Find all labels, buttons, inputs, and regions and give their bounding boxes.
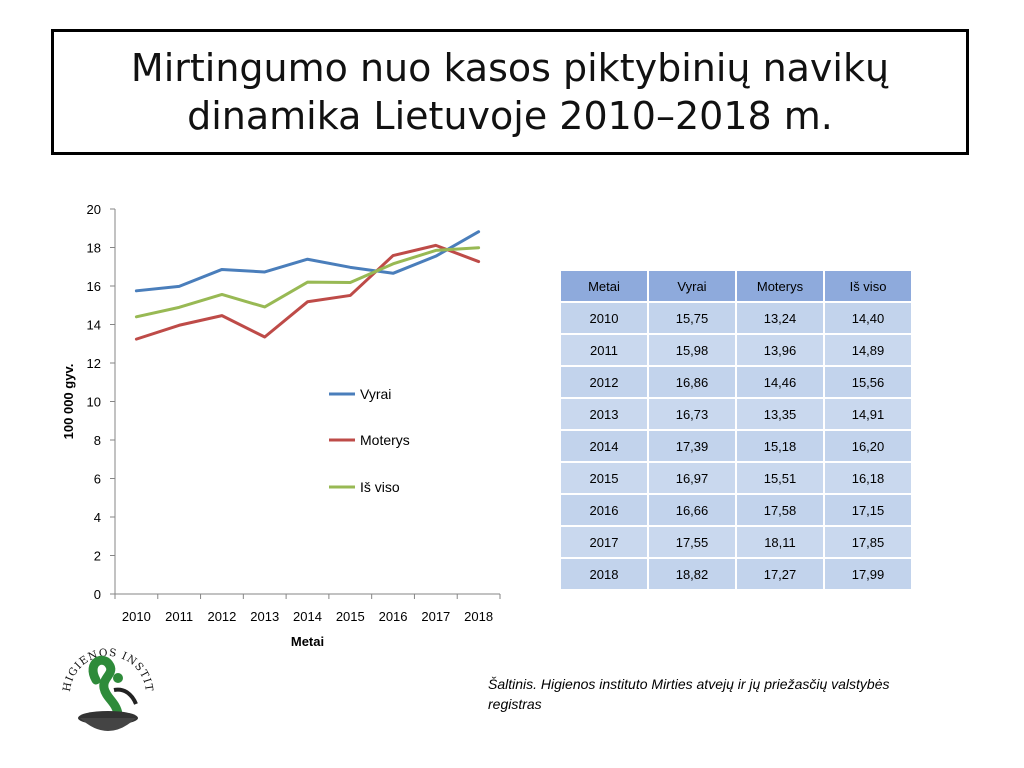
table-cell: 17,15 xyxy=(825,495,913,527)
table-row: 2010 15,75 13,24 14,40 xyxy=(561,303,913,335)
table-cell: 18,11 xyxy=(737,527,825,559)
table-cell: 17,39 xyxy=(649,431,737,463)
x-tick-label: 2016 xyxy=(379,609,408,624)
x-tick-label: 2014 xyxy=(293,609,322,624)
higienos-institutas-logo: HIGIENOS INSTITUTAS xyxy=(55,623,156,742)
table-cell: 15,56 xyxy=(825,367,913,399)
table-cell: 2011 xyxy=(561,335,649,367)
table-cell: 17,99 xyxy=(825,559,913,591)
table-header-men: Vyrai xyxy=(649,271,737,303)
table-cell: 2015 xyxy=(561,463,649,495)
title-box: Mirtingumo nuo kasos piktybinių navikų d… xyxy=(51,29,969,155)
line-chart: 0 2 4 6 8 10 12 14 16 18 20 2010 2011 2012 2013 2014 201… xyxy=(61,202,501,649)
table-cell: 16,97 xyxy=(649,463,737,495)
legend-label-3: Iš viso xyxy=(360,479,400,495)
table-header-year: Metai xyxy=(561,271,649,303)
source-note: Šaltinis. Higienos instituto Mirties atv… xyxy=(488,676,890,712)
table-cell: 13,24 xyxy=(737,303,825,335)
table-cell: 16,20 xyxy=(825,431,913,463)
table-header-total: Iš viso xyxy=(825,271,913,303)
series-line-1 xyxy=(134,230,481,293)
table-row: 2018 18,82 17,27 17,99 xyxy=(561,559,913,591)
table-cell: 2014 xyxy=(561,431,649,463)
y-tick-label: 10 xyxy=(87,395,101,410)
y-tick-label: 4 xyxy=(94,510,101,525)
y-tick-label: 2 xyxy=(94,549,101,564)
y-tick-label: 0 xyxy=(94,587,101,602)
table-cell: 2012 xyxy=(561,367,649,399)
table-cell: 18,82 xyxy=(649,559,737,591)
x-tick-label: 2011 xyxy=(165,609,193,624)
table-cell: 16,66 xyxy=(649,495,737,527)
y-tick-label: 8 xyxy=(94,433,101,448)
y-tick-label: 18 xyxy=(87,241,101,256)
y-tick-label: 20 xyxy=(87,202,101,217)
y-axis-title: 100 000 gyv. xyxy=(61,364,76,440)
legend-label-2: Moterys xyxy=(360,432,410,448)
page-title-line-1: Mirtingumo nuo kasos piktybinių navikų xyxy=(130,46,890,90)
table-cell: 17,55 xyxy=(649,527,737,559)
table-cell: 15,98 xyxy=(649,335,737,367)
table-cell: 15,18 xyxy=(737,431,825,463)
x-tick-label: 2012 xyxy=(207,609,236,624)
table-cell: 17,85 xyxy=(825,527,913,559)
table-cell: 14,89 xyxy=(825,335,913,367)
table-cell: 13,96 xyxy=(737,335,825,367)
table-cell: 14,40 xyxy=(825,303,913,335)
table-cell: 14,46 xyxy=(737,367,825,399)
table-cell: 15,75 xyxy=(649,303,737,335)
table-row: 2013 16,73 13,35 14,91 xyxy=(561,399,913,431)
x-tick-label: 2010 xyxy=(122,609,151,624)
x-tick-label: 2015 xyxy=(336,609,365,624)
x-tick-label: 2013 xyxy=(250,609,279,624)
table-row: 2011 15,98 13,96 14,89 xyxy=(561,335,913,367)
table-cell: 16,86 xyxy=(649,367,737,399)
x-axis-title: Metai xyxy=(291,634,324,649)
table-cell: 17,27 xyxy=(737,559,825,591)
series-line-3 xyxy=(134,246,481,319)
table-row: 2017 17,55 18,11 17,85 xyxy=(561,527,913,559)
table-header-row: Metai Vyrai Moterys Iš viso xyxy=(561,271,913,303)
table-row: 2012 16,86 14,46 15,56 xyxy=(561,367,913,399)
y-tick-label: 16 xyxy=(87,279,101,294)
legend-label-1: Vyrai xyxy=(360,386,391,402)
logo-icon: HIGIENOS INSTITUTAS xyxy=(55,623,154,731)
table-cell: 2013 xyxy=(561,399,649,431)
table-cell: 2010 xyxy=(561,303,649,335)
series-line-2 xyxy=(134,243,481,341)
table-cell: 13,35 xyxy=(737,399,825,431)
table-cell: 14,91 xyxy=(825,399,913,431)
page-title-line-2: dinamika Lietuvoje 2010–2018 m. xyxy=(187,94,833,138)
table-row: 2016 16,66 17,58 17,15 xyxy=(561,495,913,527)
table-cell: 2016 xyxy=(561,495,649,527)
table-cell: 16,18 xyxy=(825,463,913,495)
table-cell: 15,51 xyxy=(737,463,825,495)
table-cell: 17,58 xyxy=(737,495,825,527)
x-tick-label: 2018 xyxy=(464,609,493,624)
data-table: Metai Vyrai Moterys Iš viso 2010 15,75 13,… xyxy=(561,271,913,591)
table-cell: 16,73 xyxy=(649,399,737,431)
table-row: 2014 17,39 15,18 16,20 xyxy=(561,431,913,463)
table-header-women: Moterys xyxy=(737,271,825,303)
table-cell: 2018 xyxy=(561,559,649,591)
y-tick-label: 12 xyxy=(87,356,101,371)
table-cell: 2017 xyxy=(561,527,649,559)
y-tick-label: 6 xyxy=(94,472,101,487)
table-row: 2015 16,97 15,51 16,18 xyxy=(561,463,913,495)
x-tick-label: 2017 xyxy=(421,609,450,624)
y-tick-label: 14 xyxy=(87,318,101,333)
